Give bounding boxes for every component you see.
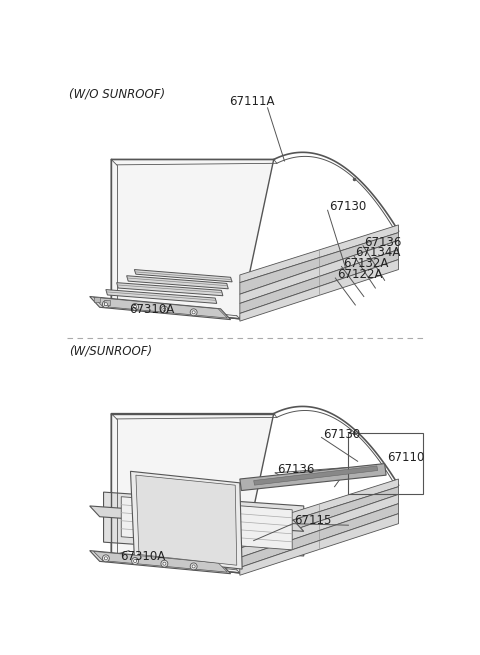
- Text: 67132A: 67132A: [343, 257, 388, 270]
- Text: 67134A: 67134A: [355, 246, 401, 259]
- Polygon shape: [240, 487, 398, 548]
- Polygon shape: [127, 276, 228, 289]
- Polygon shape: [131, 472, 242, 569]
- Text: 67122A: 67122A: [337, 269, 383, 282]
- Polygon shape: [117, 283, 223, 296]
- Text: 67111A: 67111A: [229, 95, 275, 108]
- Circle shape: [161, 306, 168, 313]
- Polygon shape: [134, 270, 232, 282]
- Text: 67310A: 67310A: [120, 550, 165, 563]
- Circle shape: [132, 303, 139, 310]
- Circle shape: [161, 560, 168, 567]
- Polygon shape: [106, 290, 217, 303]
- Polygon shape: [240, 514, 398, 575]
- Text: 67136: 67136: [277, 463, 314, 476]
- Polygon shape: [240, 233, 398, 294]
- Circle shape: [192, 310, 195, 314]
- Polygon shape: [111, 413, 274, 573]
- Polygon shape: [94, 297, 228, 318]
- Circle shape: [190, 563, 197, 570]
- Circle shape: [133, 305, 137, 309]
- Polygon shape: [104, 492, 304, 556]
- Circle shape: [163, 562, 166, 565]
- Polygon shape: [240, 479, 398, 536]
- FancyBboxPatch shape: [104, 301, 110, 305]
- Polygon shape: [240, 495, 398, 557]
- Circle shape: [190, 309, 197, 316]
- Polygon shape: [254, 466, 378, 485]
- Polygon shape: [90, 506, 304, 531]
- Text: 67130: 67130: [323, 428, 360, 441]
- Circle shape: [133, 559, 137, 563]
- Polygon shape: [94, 552, 228, 572]
- Text: 67136: 67136: [365, 236, 402, 249]
- Text: (W/O SUNROOF): (W/O SUNROOF): [69, 88, 165, 101]
- Circle shape: [132, 557, 139, 565]
- Polygon shape: [240, 464, 386, 491]
- Circle shape: [163, 308, 166, 311]
- Polygon shape: [90, 297, 230, 320]
- Text: 67310A: 67310A: [129, 303, 174, 316]
- FancyBboxPatch shape: [94, 297, 100, 302]
- Circle shape: [102, 555, 109, 562]
- Circle shape: [104, 557, 108, 560]
- Polygon shape: [111, 159, 274, 319]
- Circle shape: [192, 565, 195, 568]
- Polygon shape: [121, 496, 292, 550]
- Text: (W/SUNROOF): (W/SUNROOF): [69, 345, 152, 357]
- Polygon shape: [90, 551, 230, 574]
- Polygon shape: [240, 225, 398, 283]
- Polygon shape: [240, 504, 398, 567]
- Text: 67130: 67130: [329, 200, 366, 213]
- Polygon shape: [240, 250, 398, 314]
- Circle shape: [102, 301, 109, 308]
- Polygon shape: [240, 259, 398, 321]
- Text: 67110: 67110: [387, 451, 424, 464]
- Text: 67115: 67115: [295, 514, 332, 527]
- Polygon shape: [136, 475, 237, 565]
- Polygon shape: [240, 240, 398, 303]
- Circle shape: [104, 303, 108, 306]
